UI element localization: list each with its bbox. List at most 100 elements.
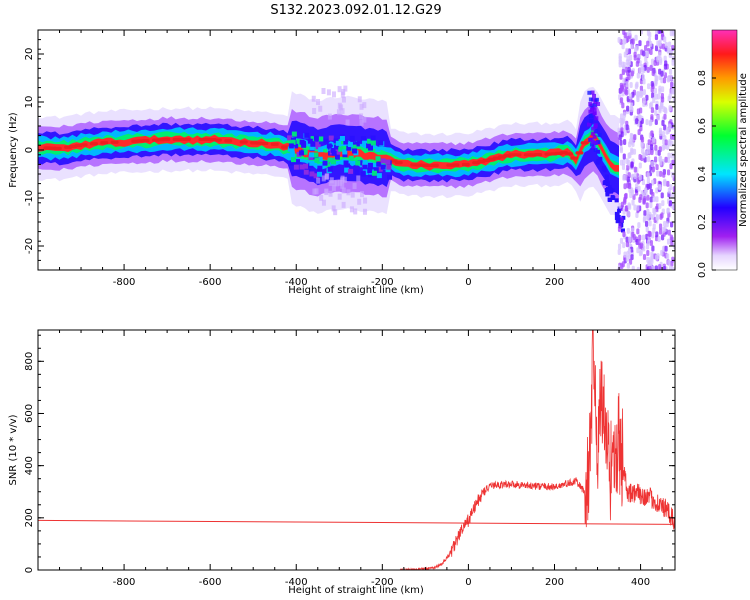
spectrogram-noise-cell	[619, 145, 623, 152]
spectrogram-cell	[350, 191, 355, 198]
snr-xtick-label: -600	[199, 577, 222, 588]
spectrogram-cell	[296, 138, 302, 144]
spectrogram-noise-cell	[649, 101, 654, 108]
spectrogram-cell	[339, 135, 345, 141]
spectrogram-noise-cell	[658, 264, 662, 270]
spectrogram-ridge-cell	[451, 163, 460, 167]
spectrogram-cell	[367, 138, 373, 144]
spectrogram-cell	[604, 178, 609, 183]
spectrogram-cell	[588, 109, 593, 114]
spectrogram-cell	[357, 198, 362, 205]
spectrogram-noise-cell	[652, 136, 656, 143]
spectrogram-cell	[348, 168, 354, 174]
spectrogram-cell	[595, 149, 600, 154]
spectrogram-noise-cell	[649, 119, 653, 126]
spectrogram-noise-cell	[635, 45, 639, 52]
spectrogram-cell	[299, 164, 305, 170]
spectrogram-cell	[589, 142, 594, 147]
spectrogram-noise-cell	[650, 107, 655, 114]
spectrogram-cell	[610, 195, 615, 200]
spectrogram-noise-cell	[644, 56, 648, 63]
spectrogram-noise-cell	[643, 210, 647, 217]
spectrogram-noise-cell	[659, 57, 663, 64]
spectrogram-noise-cell	[661, 200, 665, 207]
spectrogram-cell	[293, 164, 299, 170]
spectrogram-noise-cell	[651, 69, 655, 76]
spectrogram-noise-cell	[630, 43, 634, 50]
spectrogram-cell	[349, 135, 355, 141]
spectrogram-noise-cell	[639, 194, 643, 201]
spectrogram-noise-cell	[638, 67, 642, 74]
spectrogram-noise-cell	[646, 30, 651, 36]
spectrogram-noise-cell	[651, 166, 655, 173]
spectrogram-cell	[325, 162, 331, 168]
spectrogram-noise-cell	[671, 88, 675, 95]
spectrogram-noise-cell	[652, 223, 656, 230]
spectrogram-cell	[325, 173, 330, 180]
spectrogram-cell	[345, 119, 350, 126]
spectrogram-noise-cell	[617, 243, 622, 250]
spectrogram-cell	[346, 145, 352, 151]
spectrogram-noise-cell	[618, 55, 622, 62]
spectrogram-noise-cell	[642, 101, 646, 108]
spectrogram-axes: -800 -600 -400 -200 0 200 400 20 10 0 -10 -20	[24, 29, 675, 288]
spectrogram-noise-cell	[647, 156, 651, 163]
spectrogram-noise-cell	[620, 263, 624, 270]
spectrogram-ridge-cell	[394, 161, 403, 165]
spectrogram-cell	[314, 157, 320, 163]
spectrogram-noise-cell	[642, 254, 647, 261]
spectrogram-noise-cell	[639, 242, 644, 249]
spectrogram-cell	[591, 144, 596, 149]
spectrogram-noise-cell	[668, 138, 672, 145]
spectrogram-noise-cell	[626, 262, 630, 269]
colorbar-ticks: 0.0 0.2 0.4 0.6 0.8	[697, 70, 716, 278]
spectrogram-noise-cell	[637, 129, 641, 136]
spectrogram-cell	[593, 124, 598, 129]
spectrogram-noise-cell	[664, 139, 668, 146]
spectrogram-cell	[319, 194, 324, 201]
spectrogram-xtick-label: 200	[545, 277, 564, 288]
spectrogram-cell	[614, 198, 619, 203]
spectrogram-cell	[591, 97, 596, 102]
snr-ytick-label: 400	[24, 456, 35, 475]
spectrogram-cell	[590, 139, 595, 144]
spectrogram-cell	[386, 164, 392, 170]
spectrogram-noise-cell	[655, 187, 659, 194]
spectrogram-noise-cell	[645, 119, 649, 126]
spectrogram-noise-cell	[627, 159, 631, 166]
spectrogram-cell	[617, 208, 622, 213]
spectrogram-cell	[353, 208, 358, 215]
spectrogram-noise-cell	[630, 70, 635, 77]
spectrogram-ridge-cell	[570, 156, 579, 160]
spectrogram-cell	[335, 149, 341, 155]
spectrogram-cell	[588, 101, 593, 106]
spectrogram-cell	[380, 164, 386, 170]
spectrogram-cell	[588, 97, 593, 102]
spectrogram-noise-cell	[640, 136, 645, 143]
spectrogram-cell	[291, 157, 297, 163]
spectrogram-cell	[378, 140, 384, 146]
spectrogram-noise-cell	[622, 30, 626, 35]
spectrogram-cell	[341, 96, 346, 103]
spectrogram-noise-cell	[670, 171, 675, 178]
spectrogram-cell	[338, 139, 344, 145]
spectrogram-cell	[309, 171, 315, 177]
spectrogram-noise-cell	[620, 216, 624, 223]
snr-ylabel: SNR (10 * v/v)	[8, 414, 19, 485]
spectrogram-noise-cell	[622, 153, 626, 160]
spectrogram-noise-cell	[635, 81, 639, 88]
spectrogram-cell	[327, 113, 332, 120]
spectrogram-noise-cell	[629, 192, 633, 199]
spectrogram-noise-cell	[668, 93, 672, 100]
spectrogram-noise-cell	[622, 77, 626, 84]
spectrogram-noise-cell	[618, 61, 622, 68]
spectrogram-cell	[385, 159, 391, 165]
spectrogram-cell	[367, 162, 373, 168]
spectrogram-cell	[594, 116, 599, 121]
spectrogram-noise-cell	[638, 162, 642, 169]
spectrogram-ytick-label: -20	[24, 238, 35, 254]
spectrogram-cell	[331, 159, 337, 165]
spectrogram-ridge-cell	[270, 142, 279, 146]
spectrogram-noise-cell	[628, 30, 632, 36]
spectrogram-cell	[346, 189, 351, 196]
